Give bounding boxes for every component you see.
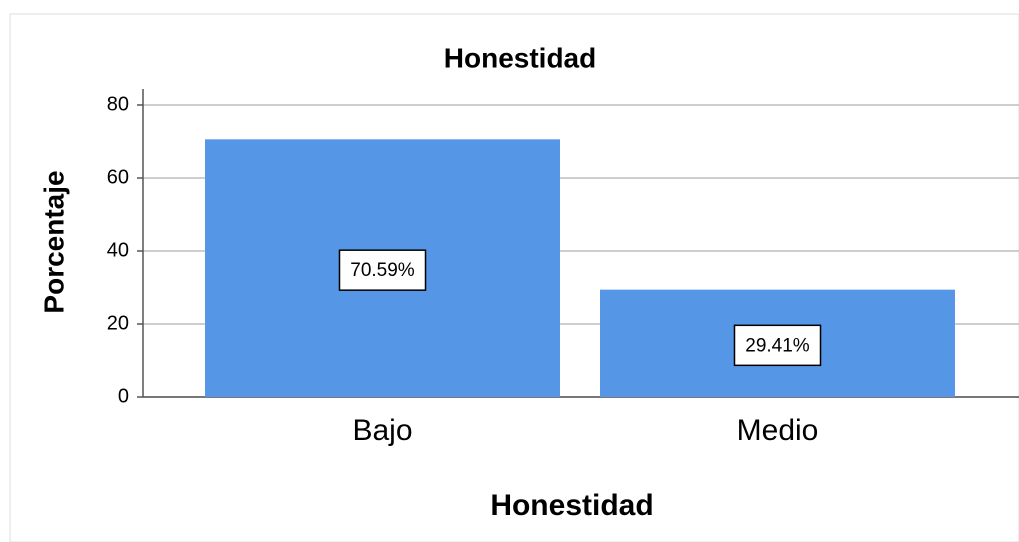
chart-title: Honestidad xyxy=(444,42,596,73)
y-tick-label: 80 xyxy=(107,93,129,115)
value-label-box xyxy=(733,324,822,367)
x-tick-label: Medio xyxy=(737,414,819,447)
value-label: 29.41% xyxy=(745,335,810,356)
y-tick-label: 60 xyxy=(107,166,129,188)
y-axis-label: Porcentaje xyxy=(38,170,69,313)
x-tick-label: Bajo xyxy=(352,414,412,447)
y-tick-label: 40 xyxy=(107,239,129,261)
value-label-box xyxy=(338,249,427,291)
x-axis-label: Honestidad xyxy=(490,489,653,522)
y-tick-label: 0 xyxy=(118,385,129,407)
value-label: 70.59% xyxy=(350,260,415,281)
y-tick-label: 20 xyxy=(107,312,129,334)
